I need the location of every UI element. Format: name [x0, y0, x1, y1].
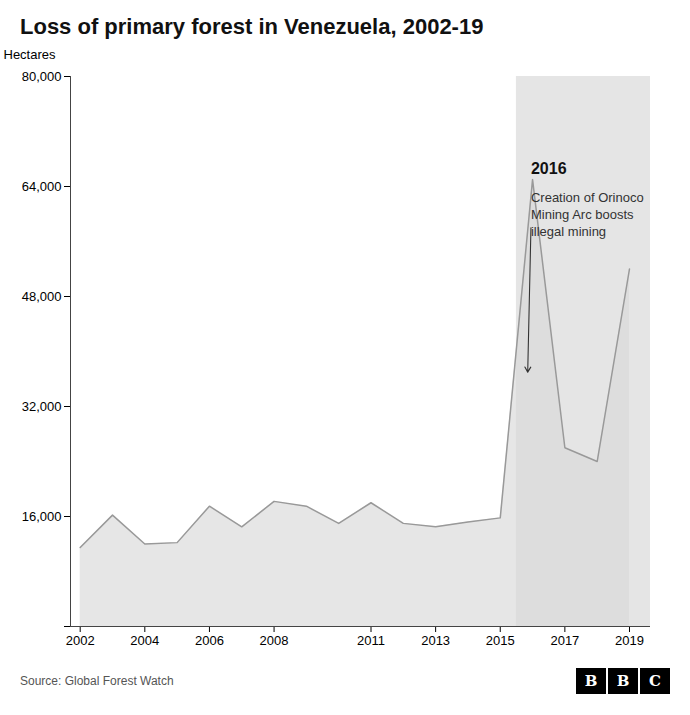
- svg-text:2011: 2011: [357, 633, 385, 648]
- svg-text:16,000: 16,000: [22, 509, 62, 524]
- svg-text:2002: 2002: [66, 633, 95, 648]
- html-text:C: C: [649, 672, 661, 690]
- svg-text:2016: 2016: [531, 160, 567, 177]
- svg-text:2004: 2004: [130, 633, 159, 648]
- svg-text:80,000: 80,000: [22, 69, 62, 84]
- html-text:B: B: [616, 672, 630, 690]
- svg-text:2019: 2019: [615, 633, 644, 648]
- svg-text:32,000: 32,000: [22, 399, 62, 414]
- svg-text:Creation of OrinocoMining Arc: Creation of OrinocoMining Arc boostsille…: [531, 190, 644, 239]
- svg-text:2013: 2013: [421, 633, 450, 648]
- svg-text:2017: 2017: [550, 633, 579, 648]
- svg-text:48,000: 48,000: [22, 289, 62, 304]
- svg-text:2006: 2006: [195, 633, 224, 648]
- svg-text:64,000: 64,000: [22, 179, 62, 194]
- svg-text:2015: 2015: [486, 633, 515, 648]
- html-text:Source: Global Forest Watch: Source: Global Forest Watch: [20, 674, 174, 688]
- svg-text:2008: 2008: [260, 633, 289, 648]
- svg-text:Hectares: Hectares: [4, 47, 57, 62]
- html-text:B: B: [584, 672, 598, 690]
- html-text:Loss of primary forest in Vene: Loss of primary forest in Venezuela, 200…: [20, 14, 484, 39]
